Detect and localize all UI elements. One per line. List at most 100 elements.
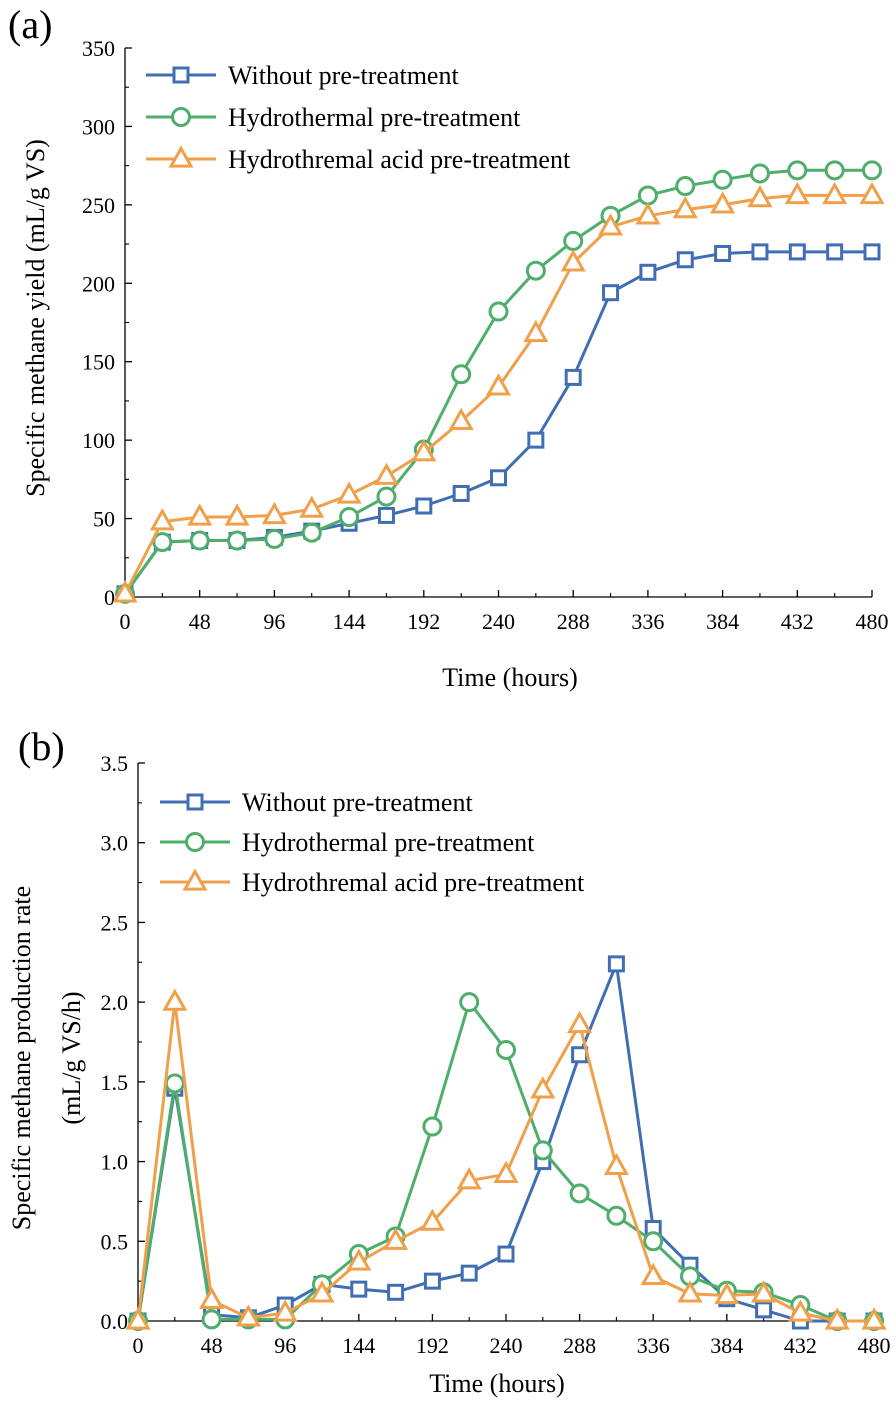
panel-b-data-point-hydrothremal-acid-pre-treatment — [199, 1286, 225, 1309]
panel-a-data-point-without-pre-treatment — [639, 263, 657, 281]
panel-b-data-point-without-pre-treatment — [607, 955, 625, 973]
panel-b-x-tick-label: 96 — [274, 1333, 296, 1358]
panel-a-legend: Without pre-treatment Hydrothermal pre-tr… — [146, 61, 571, 174]
panel-b-data-point-without-pre-treatment — [460, 1264, 478, 1282]
panel-a-y-tick-label: 300 — [82, 114, 115, 139]
panel-a-data-point-hydrothermal-pre-treatment — [862, 160, 882, 181]
panel-b-x-tick-label: 48 — [201, 1333, 223, 1358]
panel-b-data-point-hydrothermal-pre-treatment — [422, 1116, 443, 1137]
panel-a-series-hydrothremal-acid-pre-treatment — [112, 181, 885, 603]
panel-b-data-point-hydrothremal-acid-pre-treatment — [125, 1307, 151, 1330]
panel-b-data-point-hydrothermal-pre-treatment — [459, 992, 480, 1013]
panel-b-legend-label-without-pre-treatment: Without pre-treatment — [242, 788, 473, 817]
panel-b-legend-marker-hydrothremal-acid-pre-treatment — [182, 868, 208, 891]
panel-a-data-point-hydrothermal-pre-treatment — [301, 522, 322, 543]
panel-a-data-point-without-pre-treatment — [527, 431, 545, 449]
panel-b-data-point-without-pre-treatment — [497, 1245, 515, 1263]
panel-a-data-point-hydrothremal-acid-pre-treatment — [373, 462, 400, 485]
panel-a-data-point-without-pre-treatment — [788, 243, 806, 261]
panel-a-data-point-hydrothermal-pre-treatment — [712, 169, 733, 190]
panel-a-x-tick-label: 144 — [333, 609, 366, 634]
panel-a-data-point-hydrothremal-acid-pre-treatment — [299, 495, 325, 518]
panel-b-x-tick-label: 384 — [710, 1333, 743, 1358]
panel-a-data-point-hydrothermal-pre-treatment — [787, 160, 808, 181]
panel-a-data-point-hydrothremal-acid-pre-treatment — [597, 213, 624, 236]
panel-b-data-point-hydrothremal-acid-pre-treatment — [309, 1280, 335, 1303]
panel-a-data-point-hydrothremal-acid-pre-treatment — [448, 407, 474, 430]
panel-b-data-point-hydrothermal-pre-treatment — [164, 1073, 185, 1094]
panel-b-data-point-without-pre-treatment — [387, 1283, 405, 1301]
panel-a-data-point-hydrothremal-acid-pre-treatment — [485, 373, 512, 396]
panel-b-data-point-hydrothremal-acid-pre-treatment — [787, 1299, 813, 1322]
panel-b-label: (b) — [18, 724, 65, 769]
panel-a-data-point-without-pre-treatment — [714, 244, 732, 262]
panel-b-legend: Without pre-treatment Hydrothermal pre-tr… — [160, 788, 585, 897]
panel-b-data-point-without-pre-treatment — [755, 1301, 773, 1319]
panel-b-x-tick-label: 240 — [490, 1333, 523, 1358]
panel-b-data-point-hydrothremal-acid-pre-treatment — [824, 1307, 850, 1330]
panel-a-data-point-hydrothermal-pre-treatment — [339, 507, 360, 528]
panel-b-y-tick-label: 1.0 — [101, 1150, 129, 1175]
panel-a-data-point-hydrothremal-acid-pre-treatment — [672, 195, 698, 219]
panel-b-data-point-hydrothermal-pre-treatment — [643, 1231, 664, 1252]
panel-b-data-point-hydrothremal-acid-pre-treatment — [235, 1304, 261, 1327]
panel-a-data-point-hydrothermal-pre-treatment — [227, 530, 248, 551]
panel-a-data-point-without-pre-treatment — [415, 497, 433, 515]
panel-a-x-tick-label: 96 — [263, 609, 285, 634]
panel-a-data-point-hydrothremal-acid-pre-treatment — [710, 191, 736, 214]
panel-b-x-tick-label: 0 — [133, 1333, 144, 1358]
panel-a-x-tick-label: 48 — [189, 609, 211, 634]
panel-b-data-point-hydrothermal-pre-treatment — [496, 1039, 516, 1060]
panel-b-y-tick-label: 2.0 — [101, 990, 129, 1015]
panel-a-data-point-hydrothremal-acid-pre-treatment — [784, 181, 810, 205]
panel-a-x-tick-label: 240 — [482, 609, 515, 634]
panel-a-data-point-without-pre-treatment — [452, 484, 470, 502]
panel-b-data-point-hydrothremal-acid-pre-treatment — [346, 1248, 372, 1271]
panel-b-data-point-hydrothremal-acid-pre-treatment — [456, 1167, 482, 1190]
panel-a-data-point-hydrothremal-acid-pre-treatment — [224, 503, 250, 526]
panel-a-data-point-hydrothermal-pre-treatment — [525, 260, 546, 281]
panel-b-y-tick-label: 3.0 — [101, 831, 129, 856]
panel-a-data-point-without-pre-treatment — [377, 506, 395, 524]
panel-a-data-point-hydrothermal-pre-treatment — [451, 364, 472, 385]
panel-b-data-point-without-pre-treatment — [350, 1280, 368, 1298]
panel-b-legend-label-hydrothremal-acid-pre-treatment: Hydrothremal acid pre-treatment — [242, 868, 585, 897]
panel-b-data-point-without-pre-treatment — [423, 1272, 441, 1290]
panel-a-legend-label-hydrothremal-acid-pre-treatment: Hydrothremal acid pre-treatment — [228, 145, 571, 174]
panel-a-y-tick-label: 0 — [104, 585, 115, 610]
panel-a-data-point-hydrothermal-pre-treatment — [152, 532, 173, 553]
panel-b-data-point-hydrothermal-pre-treatment — [606, 1205, 627, 1226]
panel-b-legend-label-hydrothermal-pre-treatment: Hydrothermal pre-treatment — [242, 828, 535, 857]
panel-a-data-point-without-pre-treatment — [826, 243, 844, 261]
panel-a-data-point-hydrothremal-acid-pre-treatment — [523, 319, 549, 343]
panel-a-y-tick-label: 150 — [82, 350, 115, 375]
panel-a-data-point-without-pre-treatment — [863, 243, 881, 261]
panel-a-y-tick-label: 100 — [82, 428, 115, 453]
panel-b-data-point-hydrothremal-acid-pre-treatment — [751, 1280, 777, 1303]
panel-b-legend-marker-without-pre-treatment — [186, 793, 204, 811]
panel-b-x-axis-title: Time (hours) — [429, 1369, 565, 1398]
panel-b-y-axis-title-line2: (mL/g VS/h) — [57, 991, 86, 1124]
panel-b-data-point-hydrothermal-pre-treatment — [569, 1183, 590, 1204]
panel-b-x-tick-label: 432 — [784, 1333, 817, 1358]
panel-a-data-point-hydrothermal-pre-treatment — [824, 160, 845, 181]
panel-a-data-point-without-pre-treatment — [490, 469, 507, 487]
panel-b-data-point-hydrothremal-acid-pre-treatment — [714, 1281, 740, 1305]
panel-a-legend-marker-hydrothremal-acid-pre-treatment — [168, 145, 194, 168]
panel-b-series-without-pre-treatment — [129, 955, 883, 1330]
panel-a-data-point-hydrothermal-pre-treatment — [264, 528, 285, 549]
panel-b-x-tick-label: 336 — [637, 1333, 670, 1358]
panel-a-legend-label-without-pre-treatment: Without pre-treatment — [228, 61, 459, 90]
panel-a-data-point-hydrothermal-pre-treatment — [563, 230, 584, 251]
panel-a-x-tick-label: 192 — [407, 609, 440, 634]
panel-a-data-point-hydrothremal-acid-pre-treatment — [336, 481, 362, 504]
panel-b-x-tick-label: 480 — [858, 1333, 891, 1358]
panel-b-y-axis-title-line1: Specific methane production rate — [7, 886, 36, 1230]
panel-b-y-tick-label: 0.0 — [101, 1309, 129, 1334]
panel-a-y-axis-title: Specific methane yield (mL/g VS) — [21, 139, 50, 497]
panel-a-data-point-hydrothremal-acid-pre-treatment — [859, 181, 885, 205]
panel-a-data-point-hydrothremal-acid-pre-treatment — [149, 508, 175, 531]
panel-b-data-point-without-pre-treatment — [571, 1046, 589, 1064]
panel-a-data-point-hydrothremal-acid-pre-treatment — [261, 501, 287, 525]
